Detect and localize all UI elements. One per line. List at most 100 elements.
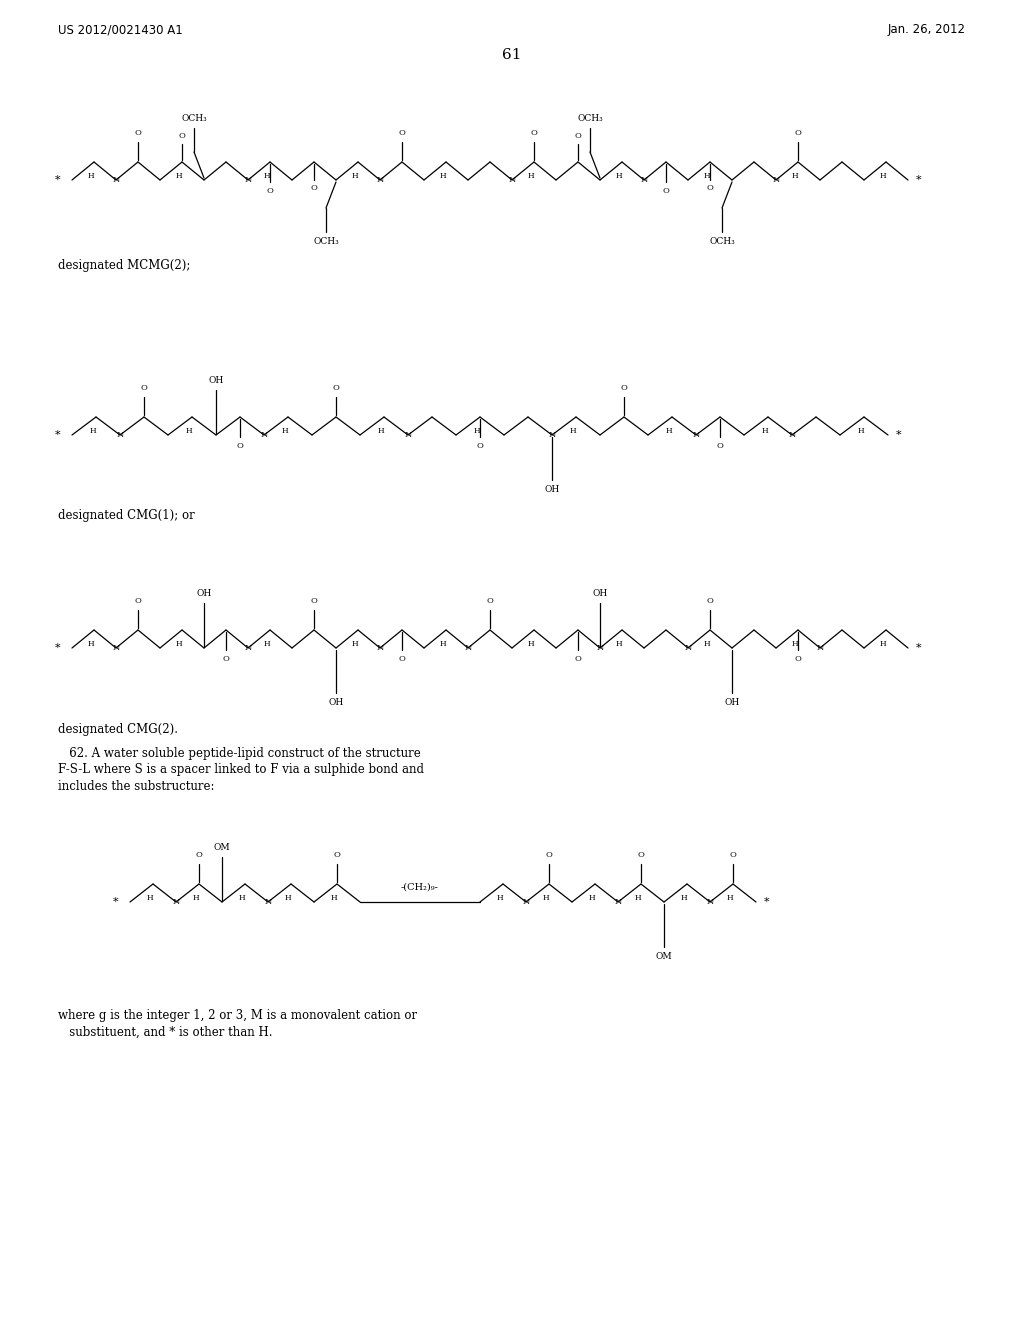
Text: includes the substructure:: includes the substructure: xyxy=(58,780,214,792)
Text: *: * xyxy=(55,176,60,185)
Text: N: N xyxy=(260,432,267,440)
Text: H: H xyxy=(439,640,446,648)
Text: H: H xyxy=(666,426,673,436)
Text: H: H xyxy=(792,172,799,180)
Text: O: O xyxy=(476,442,483,450)
Text: O: O xyxy=(196,851,203,859)
Text: N: N xyxy=(596,644,604,652)
Text: *: * xyxy=(764,898,770,907)
Text: H: H xyxy=(239,894,246,902)
Text: O: O xyxy=(222,655,229,663)
Text: H: H xyxy=(193,894,200,902)
Text: OH: OH xyxy=(592,589,607,598)
Text: N: N xyxy=(113,176,120,183)
Text: O: O xyxy=(134,129,141,137)
Text: N: N xyxy=(707,898,714,906)
Text: OCH₃: OCH₃ xyxy=(578,114,603,123)
Text: N: N xyxy=(692,432,699,440)
Text: O: O xyxy=(266,187,273,195)
Text: H: H xyxy=(615,172,623,180)
Text: H: H xyxy=(635,894,641,902)
Text: N: N xyxy=(264,898,271,906)
Text: H: H xyxy=(858,426,864,436)
Text: H: H xyxy=(569,426,577,436)
Text: O: O xyxy=(795,129,802,137)
Text: F-S-L where S is a spacer linked to F via a sulphide bond and: F-S-L where S is a spacer linked to F vi… xyxy=(58,763,424,776)
Text: OH: OH xyxy=(208,376,223,385)
Text: N: N xyxy=(117,432,124,440)
Text: H: H xyxy=(543,894,549,902)
Text: O: O xyxy=(795,655,802,663)
Text: O: O xyxy=(134,597,141,605)
Text: O: O xyxy=(707,597,714,605)
Text: O: O xyxy=(574,655,582,663)
Text: N: N xyxy=(614,898,622,906)
Text: H: H xyxy=(681,894,687,902)
Text: *: * xyxy=(916,176,922,185)
Text: *: * xyxy=(55,430,60,440)
Text: H: H xyxy=(703,640,711,648)
Text: *: * xyxy=(114,898,119,907)
Text: H: H xyxy=(285,894,291,902)
Text: H: H xyxy=(351,172,358,180)
Text: H: H xyxy=(88,640,94,648)
Text: H: H xyxy=(703,172,711,180)
Text: OCH₃: OCH₃ xyxy=(181,114,207,123)
Text: H: H xyxy=(497,894,504,902)
Text: H: H xyxy=(589,894,595,902)
Text: H: H xyxy=(527,172,535,180)
Text: H: H xyxy=(378,426,384,436)
Text: O: O xyxy=(530,129,538,137)
Text: -(CH₂)₉-: -(CH₂)₉- xyxy=(401,883,439,892)
Text: O: O xyxy=(398,655,406,663)
Text: H: H xyxy=(439,172,446,180)
Text: H: H xyxy=(527,640,535,648)
Text: OH: OH xyxy=(724,698,739,708)
Text: H: H xyxy=(331,894,337,902)
Text: H: H xyxy=(264,172,270,180)
Text: *: * xyxy=(916,643,922,653)
Text: O: O xyxy=(310,183,317,191)
Text: N: N xyxy=(508,176,516,183)
Text: *: * xyxy=(896,430,901,440)
Text: N: N xyxy=(404,432,412,440)
Text: O: O xyxy=(574,132,582,140)
Text: O: O xyxy=(621,384,628,392)
Text: H: H xyxy=(474,426,480,436)
Text: H: H xyxy=(762,426,768,436)
Text: *: * xyxy=(55,643,60,653)
Text: H: H xyxy=(176,172,182,180)
Text: OM: OM xyxy=(655,952,673,961)
Text: H: H xyxy=(880,640,887,648)
Text: N: N xyxy=(113,644,120,652)
Text: H: H xyxy=(792,640,799,648)
Text: O: O xyxy=(546,851,552,859)
Text: substituent, and * is other than H.: substituent, and * is other than H. xyxy=(58,1026,272,1039)
Text: OH: OH xyxy=(197,589,212,598)
Text: H: H xyxy=(146,894,154,902)
Text: O: O xyxy=(237,442,244,450)
Text: O: O xyxy=(398,129,406,137)
Text: O: O xyxy=(638,851,644,859)
Text: Jan. 26, 2012: Jan. 26, 2012 xyxy=(888,24,966,37)
Text: OH: OH xyxy=(329,698,344,708)
Text: OCH₃: OCH₃ xyxy=(710,238,735,246)
Text: H: H xyxy=(176,640,182,648)
Text: O: O xyxy=(178,132,185,140)
Text: O: O xyxy=(707,183,714,191)
Text: N: N xyxy=(172,898,179,906)
Text: O: O xyxy=(663,187,670,195)
Text: N: N xyxy=(640,176,648,183)
Text: H: H xyxy=(90,426,96,436)
Text: designated MCMG(2);: designated MCMG(2); xyxy=(58,259,190,272)
Text: designated CMG(2).: designated CMG(2). xyxy=(58,723,178,737)
Text: H: H xyxy=(880,172,887,180)
Text: H: H xyxy=(264,640,270,648)
Text: O: O xyxy=(334,851,340,859)
Text: N: N xyxy=(376,644,384,652)
Text: H: H xyxy=(351,640,358,648)
Text: 62. A water soluble peptide-lipid construct of the structure: 62. A water soluble peptide-lipid constr… xyxy=(58,747,421,760)
Text: O: O xyxy=(333,384,339,392)
Text: O: O xyxy=(310,597,317,605)
Text: N: N xyxy=(816,644,823,652)
